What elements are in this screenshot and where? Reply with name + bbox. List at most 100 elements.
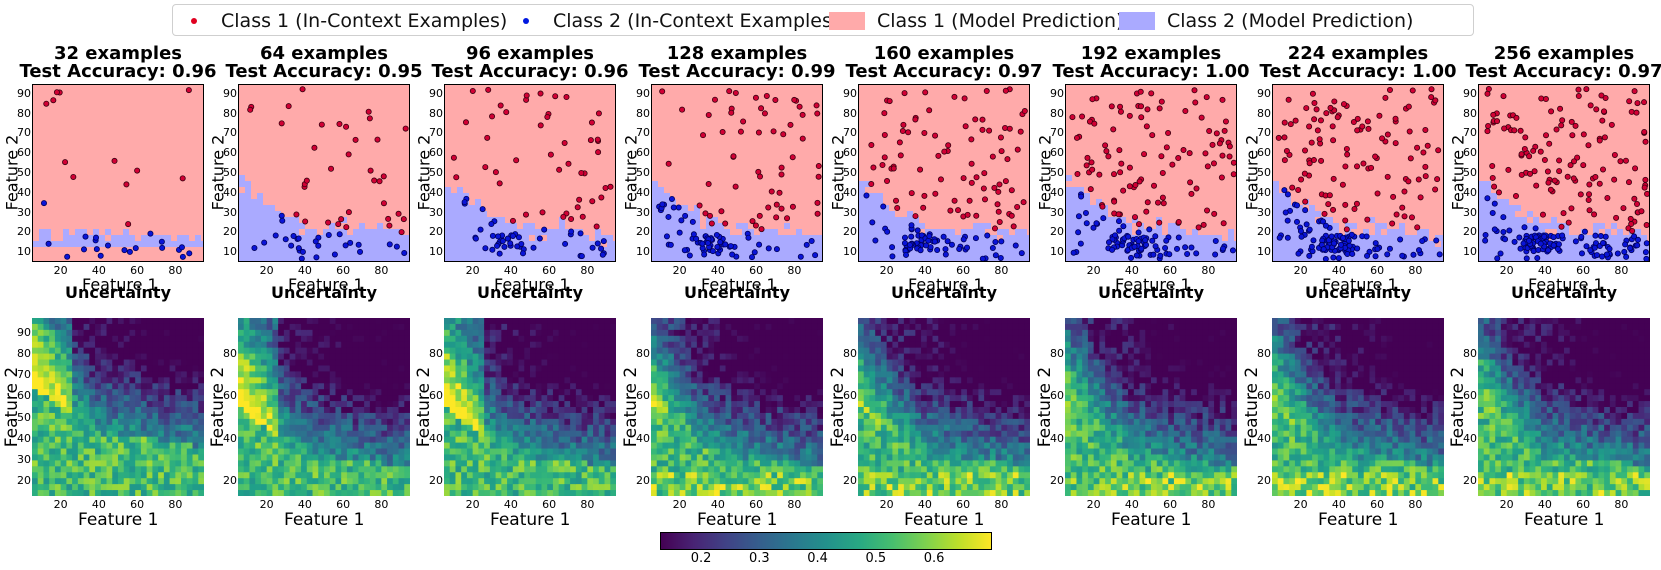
class2-region-cell: [147, 235, 153, 241]
heatmap-cell: [192, 484, 199, 491]
heatmap-cell: [817, 407, 823, 414]
heatmap-cell: [564, 335, 571, 343]
heatmap-cell: [535, 395, 542, 402]
heatmap-cell: [478, 377, 485, 384]
heatmap-cell: [358, 377, 365, 384]
class2-region-cell: [859, 199, 865, 205]
class2-region-cell: [658, 211, 664, 217]
heatmap-cell: [719, 490, 727, 496]
heatmap-cell: [289, 395, 296, 402]
class2-region-cell: [445, 193, 451, 199]
heatmap-cell: [32, 418, 39, 426]
heatmap-cell: [312, 401, 319, 408]
heatmap-cell: [662, 430, 669, 438]
heatmap-cell: [702, 442, 709, 450]
class2-region-cell: [257, 205, 263, 211]
heatmap-cell: [673, 478, 681, 485]
heatmap-cell: [668, 430, 675, 438]
heatmap-cell: [249, 448, 256, 455]
heatmap-cell: [489, 353, 497, 361]
heatmap-cell: [691, 424, 698, 432]
heatmap-cell: [742, 472, 749, 479]
class2-region-cell: [877, 259, 883, 261]
class2-region-cell: [859, 229, 865, 235]
heatmap-cell: [118, 347, 125, 355]
heatmap-cell: [95, 424, 102, 432]
class2-region-cell: [335, 241, 341, 247]
class2-region-cell: [281, 223, 287, 229]
heatmap-cell: [714, 490, 721, 496]
heatmap-cell: [198, 424, 204, 432]
heatmap-cell: [552, 442, 560, 450]
heatmap-cell: [272, 365, 279, 372]
heatmap-cell: [535, 454, 542, 461]
class2-point: [278, 212, 285, 219]
heatmap-cell: [283, 323, 291, 331]
heatmap-cell: [238, 442, 245, 450]
class2-region-cell: [694, 229, 700, 235]
heatmap-cell: [587, 359, 594, 366]
heatmap-cell: [748, 347, 755, 355]
heatmap-cell: [593, 436, 600, 444]
heatmap-cell: [54, 359, 62, 366]
heatmap-cell: [100, 383, 108, 390]
class1-point: [398, 229, 405, 236]
heatmap-cell: [364, 466, 371, 473]
heatmap-cell: [43, 377, 50, 384]
class2-region-cell: [931, 253, 937, 259]
heatmap-cell: [794, 389, 801, 396]
class2-point: [45, 240, 52, 247]
heatmap-cell: [140, 395, 148, 402]
heatmap-cell: [811, 478, 818, 485]
heatmap-cell: [811, 401, 818, 408]
heatmap-cell: [83, 448, 90, 455]
heatmap-cell: [541, 353, 548, 361]
heatmap-cell: [346, 460, 354, 467]
heatmap-cell: [800, 454, 807, 461]
heatmap-cell: [708, 359, 715, 366]
heatmap-cell: [312, 448, 319, 455]
heatmap-cell: [507, 424, 514, 432]
heatmap-cell: [817, 323, 823, 331]
heatmap-cell: [708, 371, 715, 378]
heatmap-cell: [788, 472, 795, 479]
class2-region-cell: [694, 253, 700, 259]
class1-point: [247, 106, 254, 113]
class2-region-cell: [401, 235, 407, 241]
heatmap-cell: [495, 377, 502, 384]
heatmap-cell: [805, 460, 813, 467]
heatmap-cell: [83, 395, 90, 402]
heatmap-cell: [163, 412, 171, 420]
heatmap-cell: [83, 418, 90, 426]
heatmap-cell: [478, 478, 485, 485]
class2-region-cell: [317, 247, 323, 253]
heatmap-cell: [759, 484, 767, 491]
heatmap-cell: [387, 407, 394, 414]
heatmap-cell: [198, 454, 204, 461]
class2-region-cell: [883, 253, 889, 259]
class2-region-cell: [967, 247, 973, 253]
heatmap-cell: [123, 472, 130, 479]
heatmap-cell: [335, 490, 342, 496]
class2-region-cell: [463, 211, 469, 217]
heatmap-cell: [100, 430, 108, 438]
heatmap-cell: [489, 359, 497, 366]
heatmap-cell: [387, 412, 394, 420]
heatmap-cell: [77, 335, 85, 343]
class2-region-cell: [245, 229, 251, 235]
heatmap-cell: [800, 389, 807, 396]
class1-point: [509, 217, 516, 224]
heatmap-cell: [341, 448, 348, 455]
heatmap-cell: [651, 323, 658, 331]
heatmap-cell: [679, 389, 686, 396]
class2-region-cell: [859, 187, 865, 193]
heatmap-cell: [668, 472, 675, 479]
heatmap-cell: [759, 341, 767, 349]
heatmap-cell: [478, 484, 485, 491]
heatmap-cell: [765, 371, 772, 378]
class2-region-cell: [245, 199, 251, 205]
heatmap-cell: [152, 329, 159, 337]
heatmap-cell: [335, 389, 342, 396]
class2-region-cell: [269, 223, 275, 229]
heatmap-cell: [318, 466, 325, 473]
